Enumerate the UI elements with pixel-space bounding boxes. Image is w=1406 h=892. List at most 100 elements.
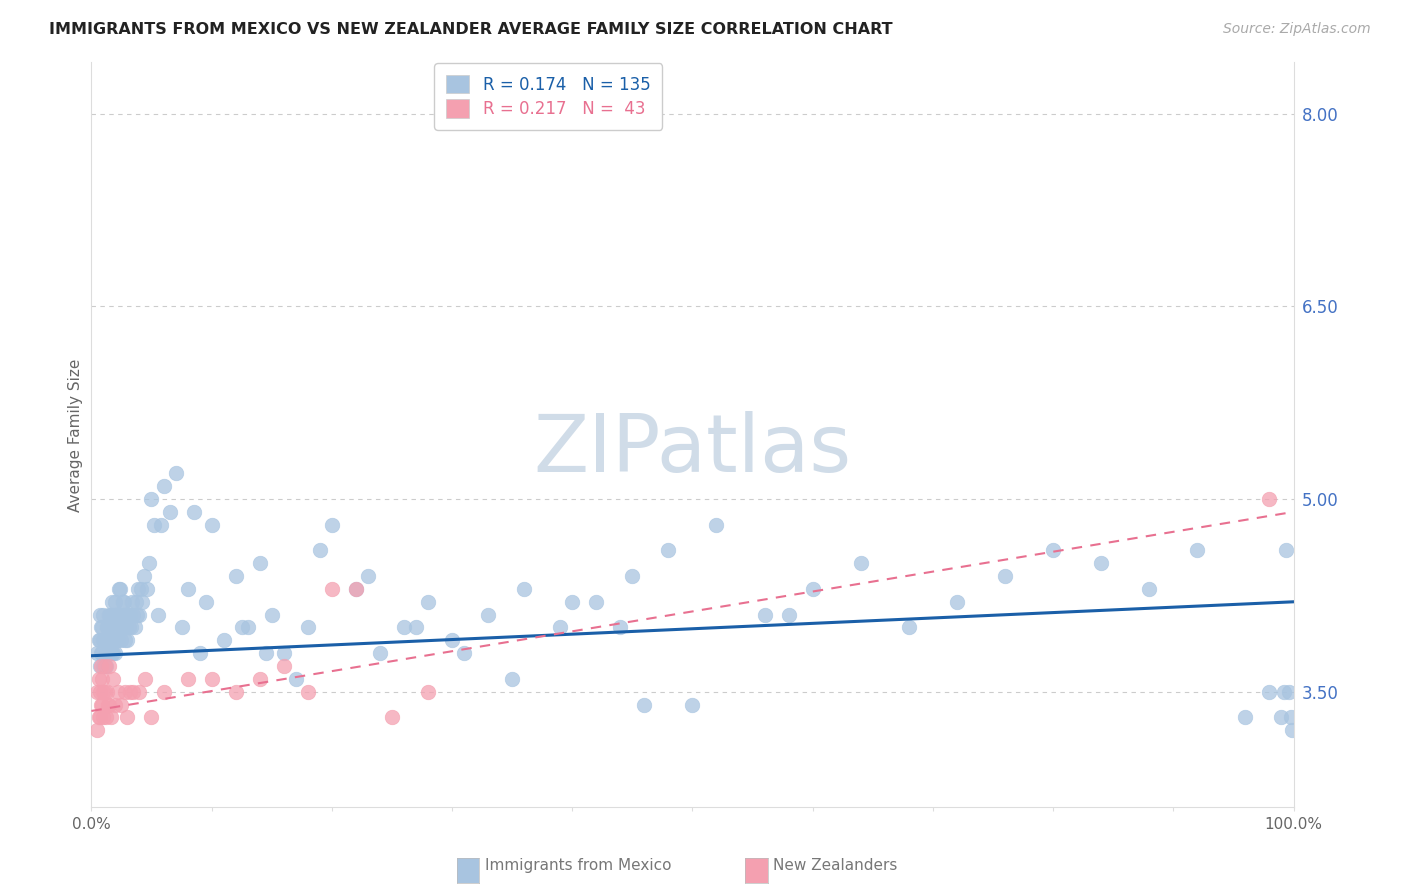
Point: [897, 620, 920, 634]
Point: [112, 620, 135, 634]
Point: [111, 620, 134, 634]
Point: [110, 698, 132, 712]
Point: [125, 607, 148, 622]
Point: [107, 684, 129, 698]
Point: [236, 620, 259, 634]
Point: [114, 684, 136, 698]
Point: [101, 646, 124, 660]
Point: [946, 595, 969, 609]
Point: [127, 582, 149, 596]
Point: [110, 582, 132, 596]
Point: [93, 684, 115, 698]
Point: [188, 646, 211, 660]
Point: [101, 595, 124, 609]
Point: [273, 659, 295, 673]
Point: [201, 672, 224, 686]
Point: [93, 684, 115, 698]
Point: [254, 646, 277, 660]
Point: [141, 710, 163, 724]
Point: [142, 517, 165, 532]
Point: [176, 582, 198, 596]
Point: [159, 505, 181, 519]
Point: [170, 620, 193, 634]
Point: [231, 620, 253, 634]
Point: [621, 569, 644, 583]
Point: [585, 595, 607, 609]
Point: [101, 620, 124, 634]
Point: [120, 620, 142, 634]
Point: [681, 698, 703, 712]
Point: [86, 723, 108, 738]
Point: [96, 646, 118, 660]
Point: [98, 698, 121, 712]
Point: [89, 659, 111, 673]
Point: [260, 607, 283, 622]
Point: [1234, 710, 1257, 724]
Point: [297, 684, 319, 698]
Point: [105, 607, 128, 622]
Text: ZIPatlas: ZIPatlas: [533, 410, 852, 489]
Point: [97, 698, 120, 712]
Point: [87, 633, 110, 648]
Point: [107, 607, 129, 622]
Point: [128, 607, 150, 622]
Point: [1187, 543, 1209, 558]
Point: [129, 582, 152, 596]
Point: [103, 633, 125, 648]
Point: [117, 710, 139, 724]
Point: [93, 633, 115, 648]
Point: [94, 710, 117, 724]
Point: [416, 595, 439, 609]
Legend: R = 0.174   N = 135, R = 0.217   N =  43: R = 0.174 N = 135, R = 0.217 N = 43: [434, 63, 662, 130]
Point: [124, 620, 146, 634]
Point: [152, 684, 174, 698]
Point: [994, 569, 1017, 583]
Point: [107, 633, 129, 648]
Point: [141, 491, 163, 506]
Point: [93, 710, 115, 724]
Point: [849, 556, 872, 570]
Point: [501, 672, 523, 686]
Point: [98, 633, 121, 648]
Point: [344, 582, 367, 596]
Point: [93, 659, 115, 673]
Point: [101, 607, 124, 622]
Point: [90, 698, 112, 712]
Point: [117, 607, 139, 622]
Point: [706, 517, 728, 532]
Point: [96, 684, 118, 698]
Point: [1137, 582, 1160, 596]
Point: [114, 607, 136, 622]
Point: [1042, 543, 1064, 558]
Text: Source: ZipAtlas.com: Source: ZipAtlas.com: [1223, 22, 1371, 37]
Point: [121, 595, 143, 609]
Point: [405, 620, 427, 634]
Point: [201, 517, 224, 532]
Point: [94, 659, 117, 673]
Point: [89, 684, 111, 698]
Point: [1279, 710, 1302, 724]
Point: [477, 607, 499, 622]
Point: [801, 582, 824, 596]
Point: [110, 607, 132, 622]
Point: [96, 620, 118, 634]
Point: [89, 710, 111, 724]
Point: [100, 607, 122, 622]
Point: [1258, 491, 1281, 506]
Point: [93, 659, 115, 673]
Point: [146, 607, 169, 622]
Point: [118, 620, 141, 634]
Point: [112, 595, 135, 609]
Point: [101, 646, 124, 660]
Point: [273, 646, 295, 660]
Point: [97, 620, 120, 634]
Point: [103, 607, 125, 622]
Point: [609, 620, 631, 634]
Point: [183, 505, 205, 519]
Point: [225, 684, 247, 698]
Point: [128, 684, 150, 698]
Point: [368, 646, 391, 660]
Point: [98, 607, 121, 622]
Point: [561, 595, 583, 609]
Point: [1090, 556, 1112, 570]
